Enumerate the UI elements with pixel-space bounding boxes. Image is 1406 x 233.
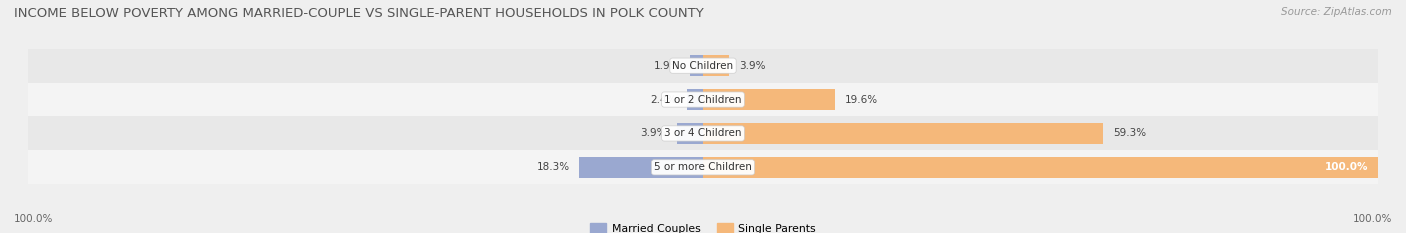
Bar <box>686 89 703 110</box>
Bar <box>579 157 703 178</box>
Bar <box>703 123 1104 144</box>
Text: 3.9%: 3.9% <box>740 61 766 71</box>
Bar <box>28 150 1378 184</box>
Text: 100.0%: 100.0% <box>1324 162 1368 172</box>
Bar <box>690 55 703 76</box>
Text: 2.4%: 2.4% <box>651 95 676 105</box>
Text: 1.9%: 1.9% <box>654 61 681 71</box>
Text: INCOME BELOW POVERTY AMONG MARRIED-COUPLE VS SINGLE-PARENT HOUSEHOLDS IN POLK CO: INCOME BELOW POVERTY AMONG MARRIED-COUPL… <box>14 7 704 20</box>
Text: 3.9%: 3.9% <box>640 128 666 138</box>
Text: 18.3%: 18.3% <box>537 162 569 172</box>
Legend: Married Couples, Single Parents: Married Couples, Single Parents <box>586 219 820 233</box>
Bar <box>703 157 1378 178</box>
Bar <box>703 55 730 76</box>
Text: 19.6%: 19.6% <box>845 95 879 105</box>
Text: 59.3%: 59.3% <box>1114 128 1146 138</box>
Text: 100.0%: 100.0% <box>14 214 53 224</box>
Text: 3 or 4 Children: 3 or 4 Children <box>664 128 742 138</box>
Bar <box>28 83 1378 116</box>
Bar <box>703 89 835 110</box>
Text: No Children: No Children <box>672 61 734 71</box>
Text: Source: ZipAtlas.com: Source: ZipAtlas.com <box>1281 7 1392 17</box>
Bar <box>676 123 703 144</box>
Text: 1 or 2 Children: 1 or 2 Children <box>664 95 742 105</box>
Text: 100.0%: 100.0% <box>1353 214 1392 224</box>
Text: 5 or more Children: 5 or more Children <box>654 162 752 172</box>
Bar <box>28 49 1378 83</box>
Bar <box>28 116 1378 150</box>
